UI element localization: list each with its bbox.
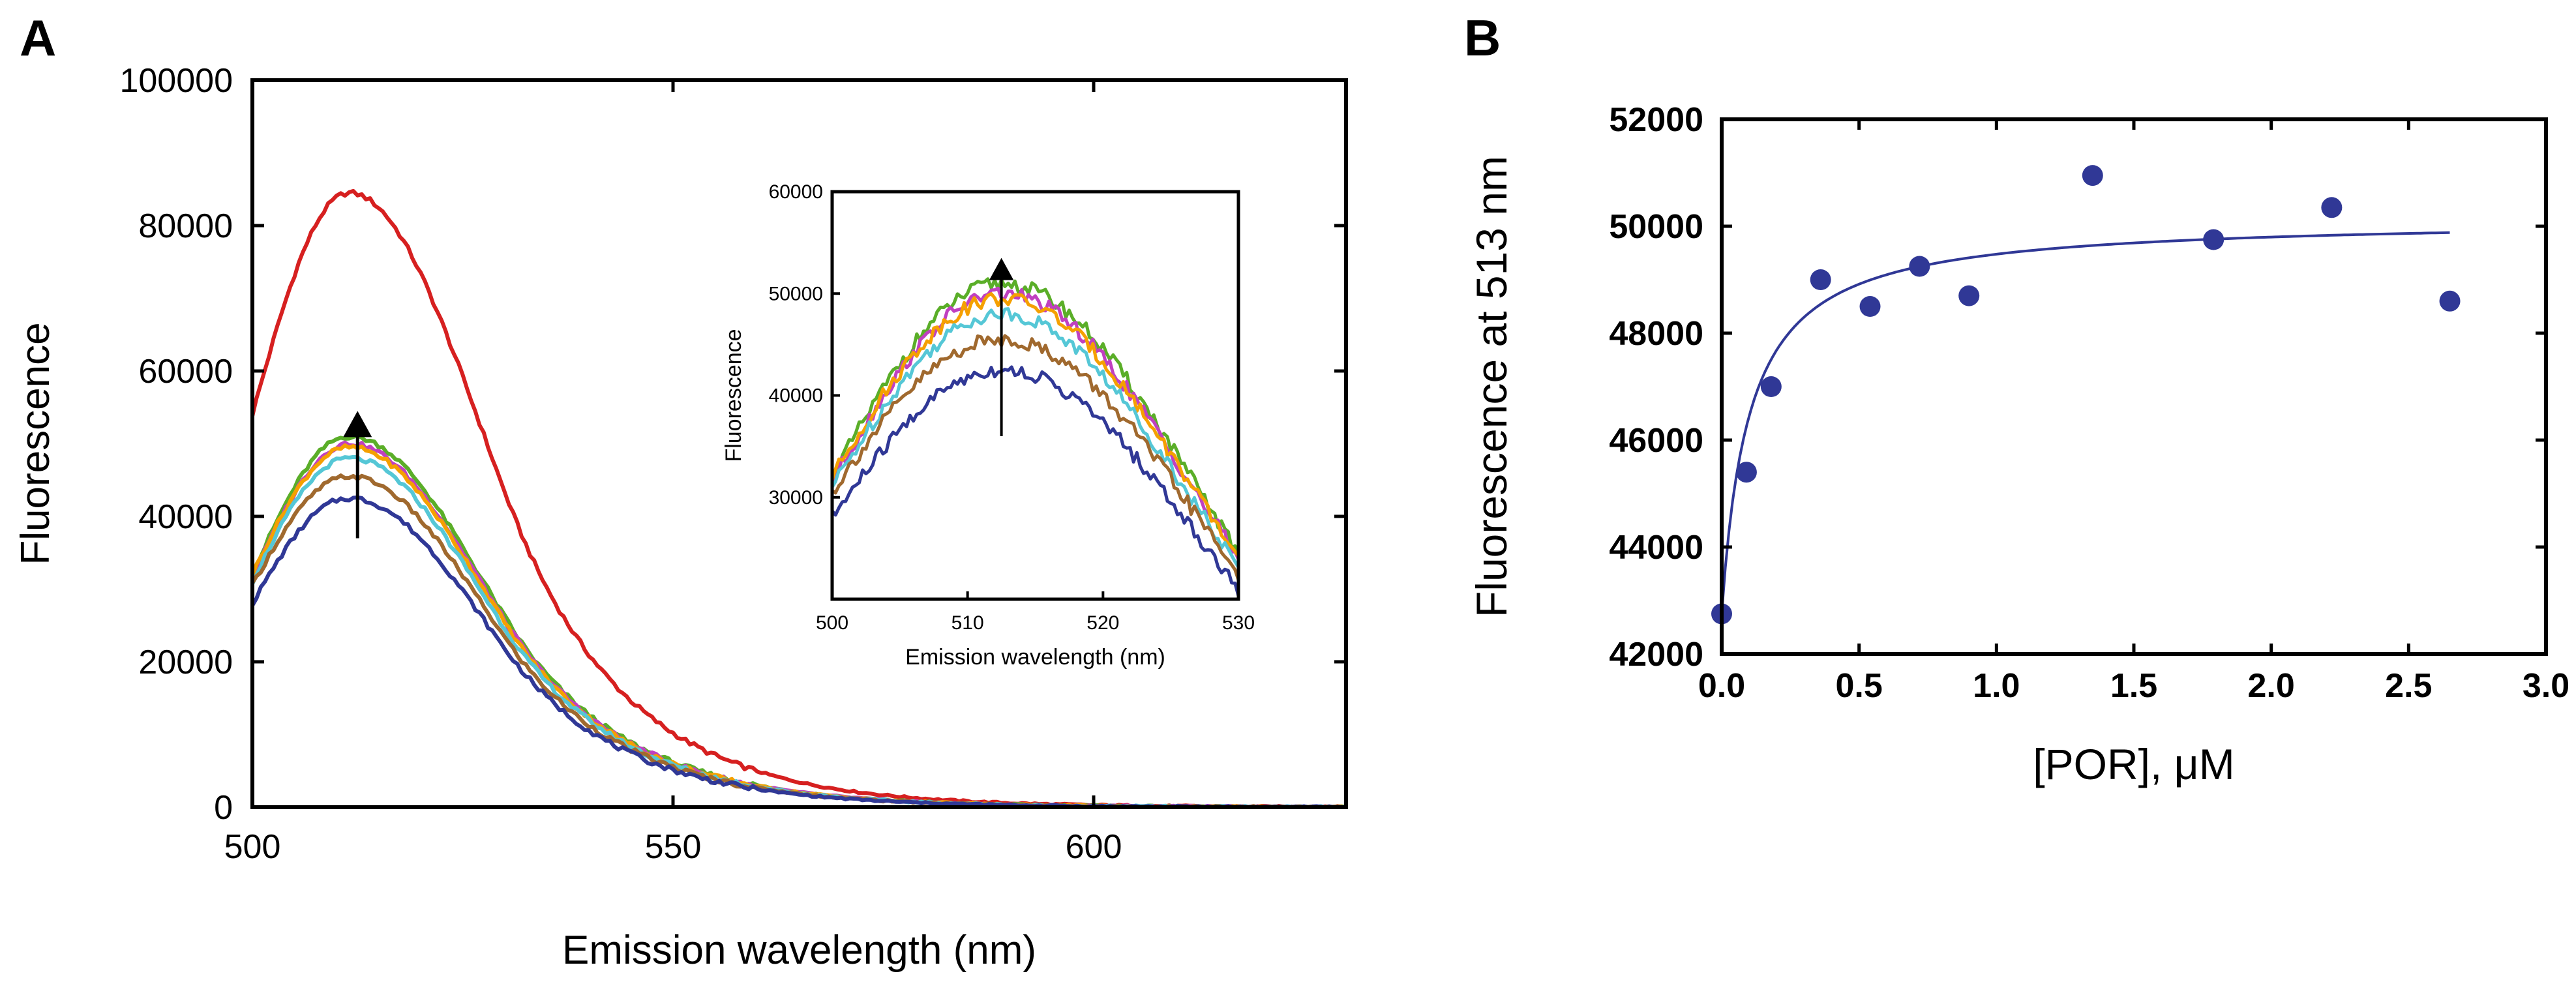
inset-x-axis-label: Emission wavelength (nm)	[905, 645, 1165, 670]
panel-letter-b: B	[1464, 9, 1501, 67]
panel-b-y-tick-label: 44000	[1609, 529, 1703, 567]
panel-b-fit-curve	[1720, 231, 2450, 614]
panel-b-data-point	[2321, 197, 2343, 218]
panel-a-x-tick-label: 500	[224, 828, 281, 866]
panel-b-y-tick-label: 48000	[1609, 315, 1703, 353]
panel-a-chart: 500 550 600 0 20000 40000 60000 80000 100000 Emi…	[13, 62, 1348, 973]
panel-b-x-tick-label: 1.5	[2110, 667, 2157, 705]
inset-y-tick-label: 50000	[769, 283, 823, 304]
panel-b-y-tick-label: 46000	[1609, 422, 1703, 460]
panel-b-data-point	[2439, 290, 2461, 312]
panel-b-y-tick-label: 42000	[1609, 636, 1703, 674]
panel-b-y-tick-label: 52000	[1609, 101, 1703, 139]
panel-a-y-tick-label: 40000	[138, 498, 233, 536]
panel-a-x-tick-label: 600	[1066, 828, 1122, 866]
inset-x-tick-label: 520	[1086, 612, 1119, 634]
panel-a-arrow	[343, 411, 372, 539]
panel-a-y-tick-label: 20000	[138, 644, 233, 681]
panel-b-chart: 0.0 0.5 1.0 1.5 2.0 2.5 3.0 42000 44000 46000 4800…	[1467, 101, 2569, 788]
panel-b-plot-frame	[1720, 117, 2548, 656]
panel-b-x-tick-label: 2.5	[2385, 667, 2432, 705]
inset-y-axis-label: Fluorescence	[721, 329, 746, 462]
inset-arrow	[989, 258, 1014, 436]
inset-series-group	[830, 277, 1240, 597]
panel-b-data-point	[2082, 165, 2103, 186]
panel-b-y-axis-label: Fluorescence at 513 nm	[1467, 156, 1516, 617]
panel-a-ticks: 500 550 600 0 20000 40000 60000 80000 100000	[119, 62, 1346, 866]
inset-y-tick-label: 60000	[769, 181, 823, 203]
panel-b-x-tick-label: 0.5	[1836, 667, 1883, 705]
inset-y-tick-label: 40000	[769, 385, 823, 407]
panel-b-x-tick-label: 2.0	[2248, 667, 2295, 705]
panel-b-data-point	[1859, 296, 1881, 317]
panel-b-x-tick-label: 3.0	[2523, 667, 2569, 705]
panel-a-x-tick-label: 550	[645, 828, 702, 866]
inset-x-tick-label: 510	[951, 612, 984, 634]
panel-b-x-tick-label: 0.0	[1698, 667, 1745, 705]
inset-chart: 500 510 520 530 30000 40000 50000 60000 Emissio…	[721, 172, 1258, 684]
inset-y-tick-label: 30000	[769, 487, 823, 509]
inset-series-cyan	[830, 307, 1240, 569]
panel-a-y-tick-label: 80000	[138, 207, 233, 245]
panel-a-x-axis-label: Emission wavelength (nm)	[562, 928, 1036, 973]
panel-b-points	[1711, 165, 2461, 625]
panel-b-data-point	[2203, 229, 2224, 250]
inset-series-navy	[831, 365, 1240, 597]
panel-a-y-tick-label: 60000	[138, 353, 233, 391]
panel-b-data-point	[1909, 256, 1930, 277]
panel-b-data-point	[1760, 376, 1782, 397]
panel-a-y-tick-label: 100000	[119, 62, 233, 100]
inset-series-orange	[830, 292, 1240, 557]
panel-b-data-point	[1958, 285, 1980, 306]
panel-letter-a: A	[20, 9, 56, 67]
panel-a-y-axis-label: Fluorescence	[13, 322, 58, 565]
panel-b-data-point	[1735, 462, 1757, 483]
inset-background	[728, 172, 1258, 684]
panel-a-arrow-head	[343, 411, 372, 437]
inset-x-tick-label: 530	[1222, 612, 1255, 634]
inset-series-brown	[831, 334, 1240, 581]
inset-x-tick-label: 500	[816, 612, 848, 634]
panel-b-x-axis-label: [POR], μM	[2033, 740, 2234, 788]
panel-a-plot-frame	[250, 78, 1348, 809]
inset-arrow-head	[989, 258, 1014, 280]
panel-b-data-point	[1810, 269, 1831, 290]
panel-b-x-tick-label: 1.0	[1973, 667, 2020, 705]
panel-b-ticks: 0.0 0.5 1.0 1.5 2.0 2.5 3.0 42000 44000 46000 4800…	[1609, 101, 2569, 705]
panel-b-y-tick-label: 50000	[1609, 208, 1703, 246]
panel-a-y-tick-label: 0	[214, 789, 233, 827]
inset-ticks: 500 510 520 530 30000 40000 50000 60000	[769, 181, 1255, 634]
